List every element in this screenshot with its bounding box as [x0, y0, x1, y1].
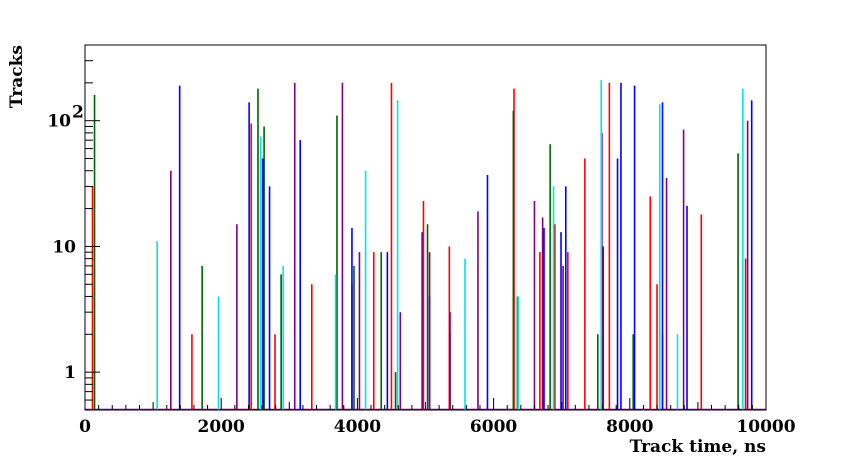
- y-axis-title: Tracks: [7, 45, 27, 108]
- plot-frame: [84, 44, 767, 411]
- x-tick-label: 0: [79, 417, 91, 437]
- y-tick-label: 10: [47, 112, 71, 132]
- x-tick-label: 8000: [606, 417, 653, 437]
- x-tick-label: 6000: [470, 417, 517, 437]
- x-tick-label: 10000: [736, 417, 795, 437]
- y-tick-label: 10: [52, 237, 76, 257]
- plot-area: [85, 80, 766, 411]
- y-tick-label: 1: [64, 363, 76, 383]
- x-tick-label: 4000: [334, 417, 381, 437]
- x-axis: 0 2000 4000 6000 8000 10000: [79, 398, 796, 437]
- x-tick-label: 2000: [198, 417, 245, 437]
- x-axis-title: Track time, ns: [630, 437, 766, 456]
- y-tick-exponent: 2: [72, 103, 84, 123]
